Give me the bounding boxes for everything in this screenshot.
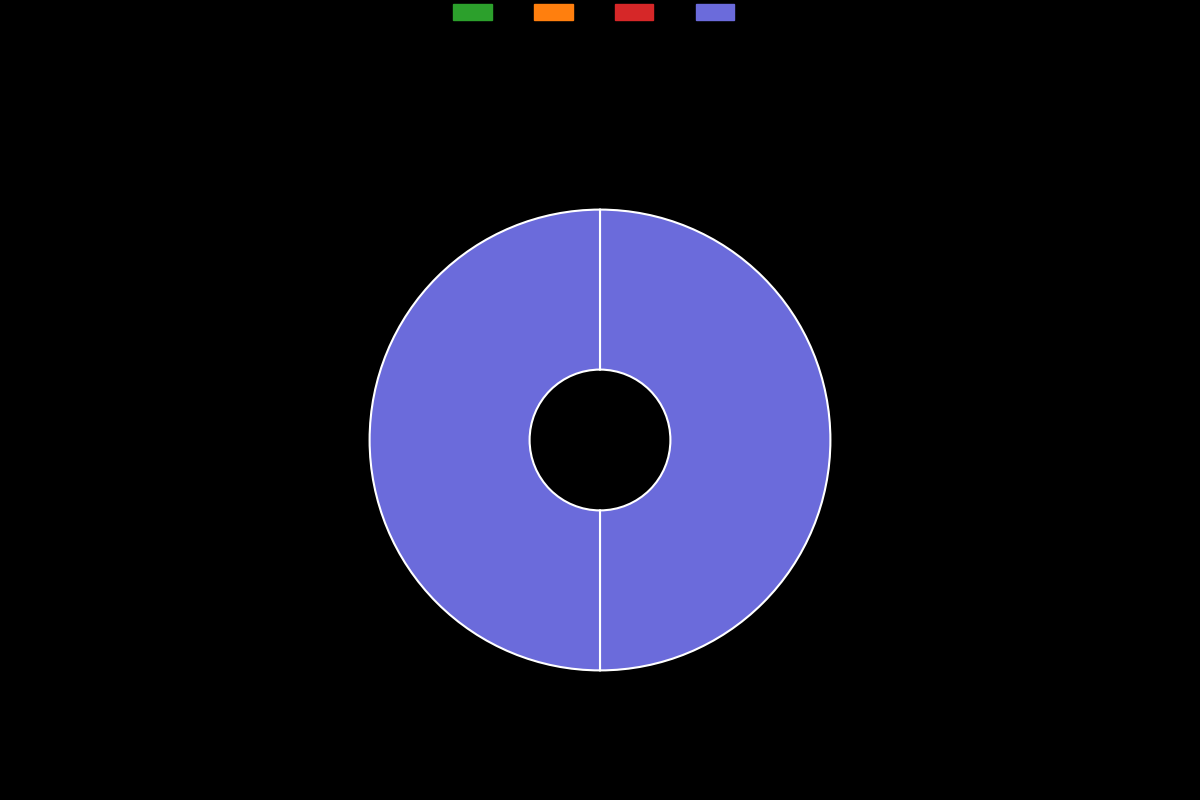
Wedge shape xyxy=(370,210,600,670)
Wedge shape xyxy=(600,210,830,670)
Legend: , , , : , , , xyxy=(449,0,751,25)
